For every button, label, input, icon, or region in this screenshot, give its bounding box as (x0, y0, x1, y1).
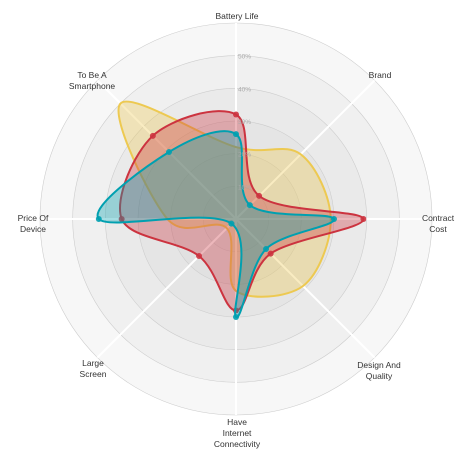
series-area (119, 111, 364, 311)
data-point (256, 192, 263, 199)
axis-label-line: Design And (357, 360, 401, 370)
data-point (149, 132, 156, 139)
data-point (196, 252, 203, 259)
axis-label: Price Of Device (18, 213, 49, 234)
axis-line (235, 218, 376, 359)
axis-label-line: Screen (80, 369, 107, 379)
axis-label-line: Smartphone (69, 81, 116, 91)
axis-label: Have Internet Connectivity (214, 417, 261, 449)
data-point (118, 216, 125, 222)
axis-label-line: Connectivity (214, 439, 261, 449)
tick-label: 50% (238, 54, 251, 61)
axis-label: Design And Quality (357, 360, 401, 381)
data-point (360, 216, 367, 222)
tick-labels: 10% 20% 30% 40% 50% (238, 54, 251, 192)
axis-label: To Be A Smartphone (69, 70, 116, 91)
data-point (263, 246, 270, 253)
axis-label-line: Have (227, 417, 247, 427)
data-point (233, 131, 239, 138)
radar-series (95, 100, 367, 320)
axis-label: Battery Life (216, 11, 259, 21)
axis-label-line: Contract (422, 213, 455, 223)
radar-axes (40, 23, 432, 415)
axis-label-line: Large (82, 358, 104, 368)
axis-label-line: Internet (223, 428, 252, 438)
axis-label-line: Brand (369, 70, 392, 80)
data-point (267, 250, 274, 257)
series-outline (117, 100, 332, 298)
axis-label-line: Cost (429, 224, 447, 234)
axis-label: Large Screen (80, 358, 107, 379)
axis-label-line: To Be A (77, 70, 107, 80)
tick-label: 40% (238, 86, 251, 93)
data-point (246, 202, 253, 209)
data-point (331, 216, 337, 222)
axis-labels: Battery Life Brand Contract Cost Design And Q… (18, 11, 455, 449)
data-point (233, 314, 239, 320)
tick-label: 10% (238, 184, 251, 191)
tick-label: 30% (238, 119, 251, 126)
axis-line (96, 218, 237, 359)
axis-label-line: Price Of (18, 213, 49, 223)
axis-label: Brand (369, 70, 392, 80)
series-area (97, 131, 335, 318)
tick-label: 20% (238, 152, 251, 159)
axis-label-line: Battery Life (216, 11, 259, 21)
axis-label-line: Quality (366, 371, 393, 381)
series-3 (95, 130, 337, 320)
data-point (95, 216, 102, 222)
data-point (166, 149, 173, 156)
axis-label-line: Device (20, 224, 46, 234)
data-point (233, 111, 239, 118)
axis-label: Contract Cost (422, 213, 455, 234)
data-point (228, 220, 235, 227)
